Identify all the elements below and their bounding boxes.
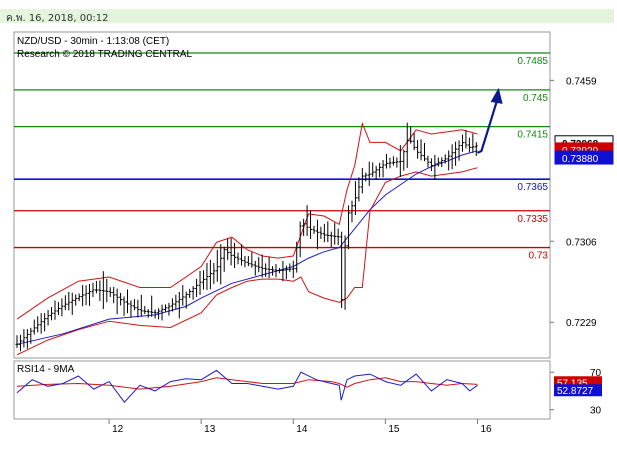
rsi-panel-frame <box>13 360 551 420</box>
level-label-0-73: 0.73 <box>529 251 549 262</box>
rsi-title: RSI14 - 9MA <box>17 364 75 375</box>
price-panel-frame <box>13 31 551 359</box>
rsi-axis-label-70: 70 <box>590 368 602 379</box>
price-axis-label-0-7459: 0.7459 <box>566 76 597 87</box>
rsi-marker-label-blue: 52.8727 <box>557 386 594 397</box>
forecast-arrow-line <box>476 101 498 154</box>
level-label-0-7335: 0.7335 <box>517 214 548 225</box>
price-axis-label-0-7306: 0.7306 <box>566 237 597 248</box>
level-label-0-7365: 0.7365 <box>517 182 548 193</box>
date-header-text: ค.พ. 16, 2018, 00:12 <box>6 13 109 24</box>
level-label-0-7415: 0.7415 <box>517 130 548 141</box>
chart-title: NZD/USD - 30min - 1:13:08 (CET) <box>17 36 169 47</box>
time-axis-label-15: 15 <box>388 424 400 435</box>
forecast-arrow-head <box>490 87 503 104</box>
time-axis-label-14: 14 <box>296 424 308 435</box>
rsi-marker-label-red: 57.135 <box>557 378 588 389</box>
level-label-0-745: 0.745 <box>523 93 548 104</box>
moving-average-line <box>16 150 478 345</box>
time-axis-label-12: 12 <box>112 424 124 435</box>
time-axis-label-16: 16 <box>480 424 492 435</box>
time-axis-label-13: 13 <box>204 424 216 435</box>
price-marker-label-blue: 0.73880 <box>562 154 599 165</box>
rsi-axis-label-30: 30 <box>590 406 602 417</box>
chart-subtitle: Research © 2018 TRADING CENTRAL <box>17 49 192 60</box>
price-axis-label-0-7229: 0.7229 <box>566 318 597 329</box>
date-header-bar <box>0 9 614 23</box>
level-label-0-7485: 0.7485 <box>517 56 548 67</box>
price-marker-blue <box>554 150 614 165</box>
rsi-line <box>16 369 478 403</box>
rsi-marker-blue <box>554 384 602 397</box>
bollinger-lower-line <box>16 167 478 356</box>
